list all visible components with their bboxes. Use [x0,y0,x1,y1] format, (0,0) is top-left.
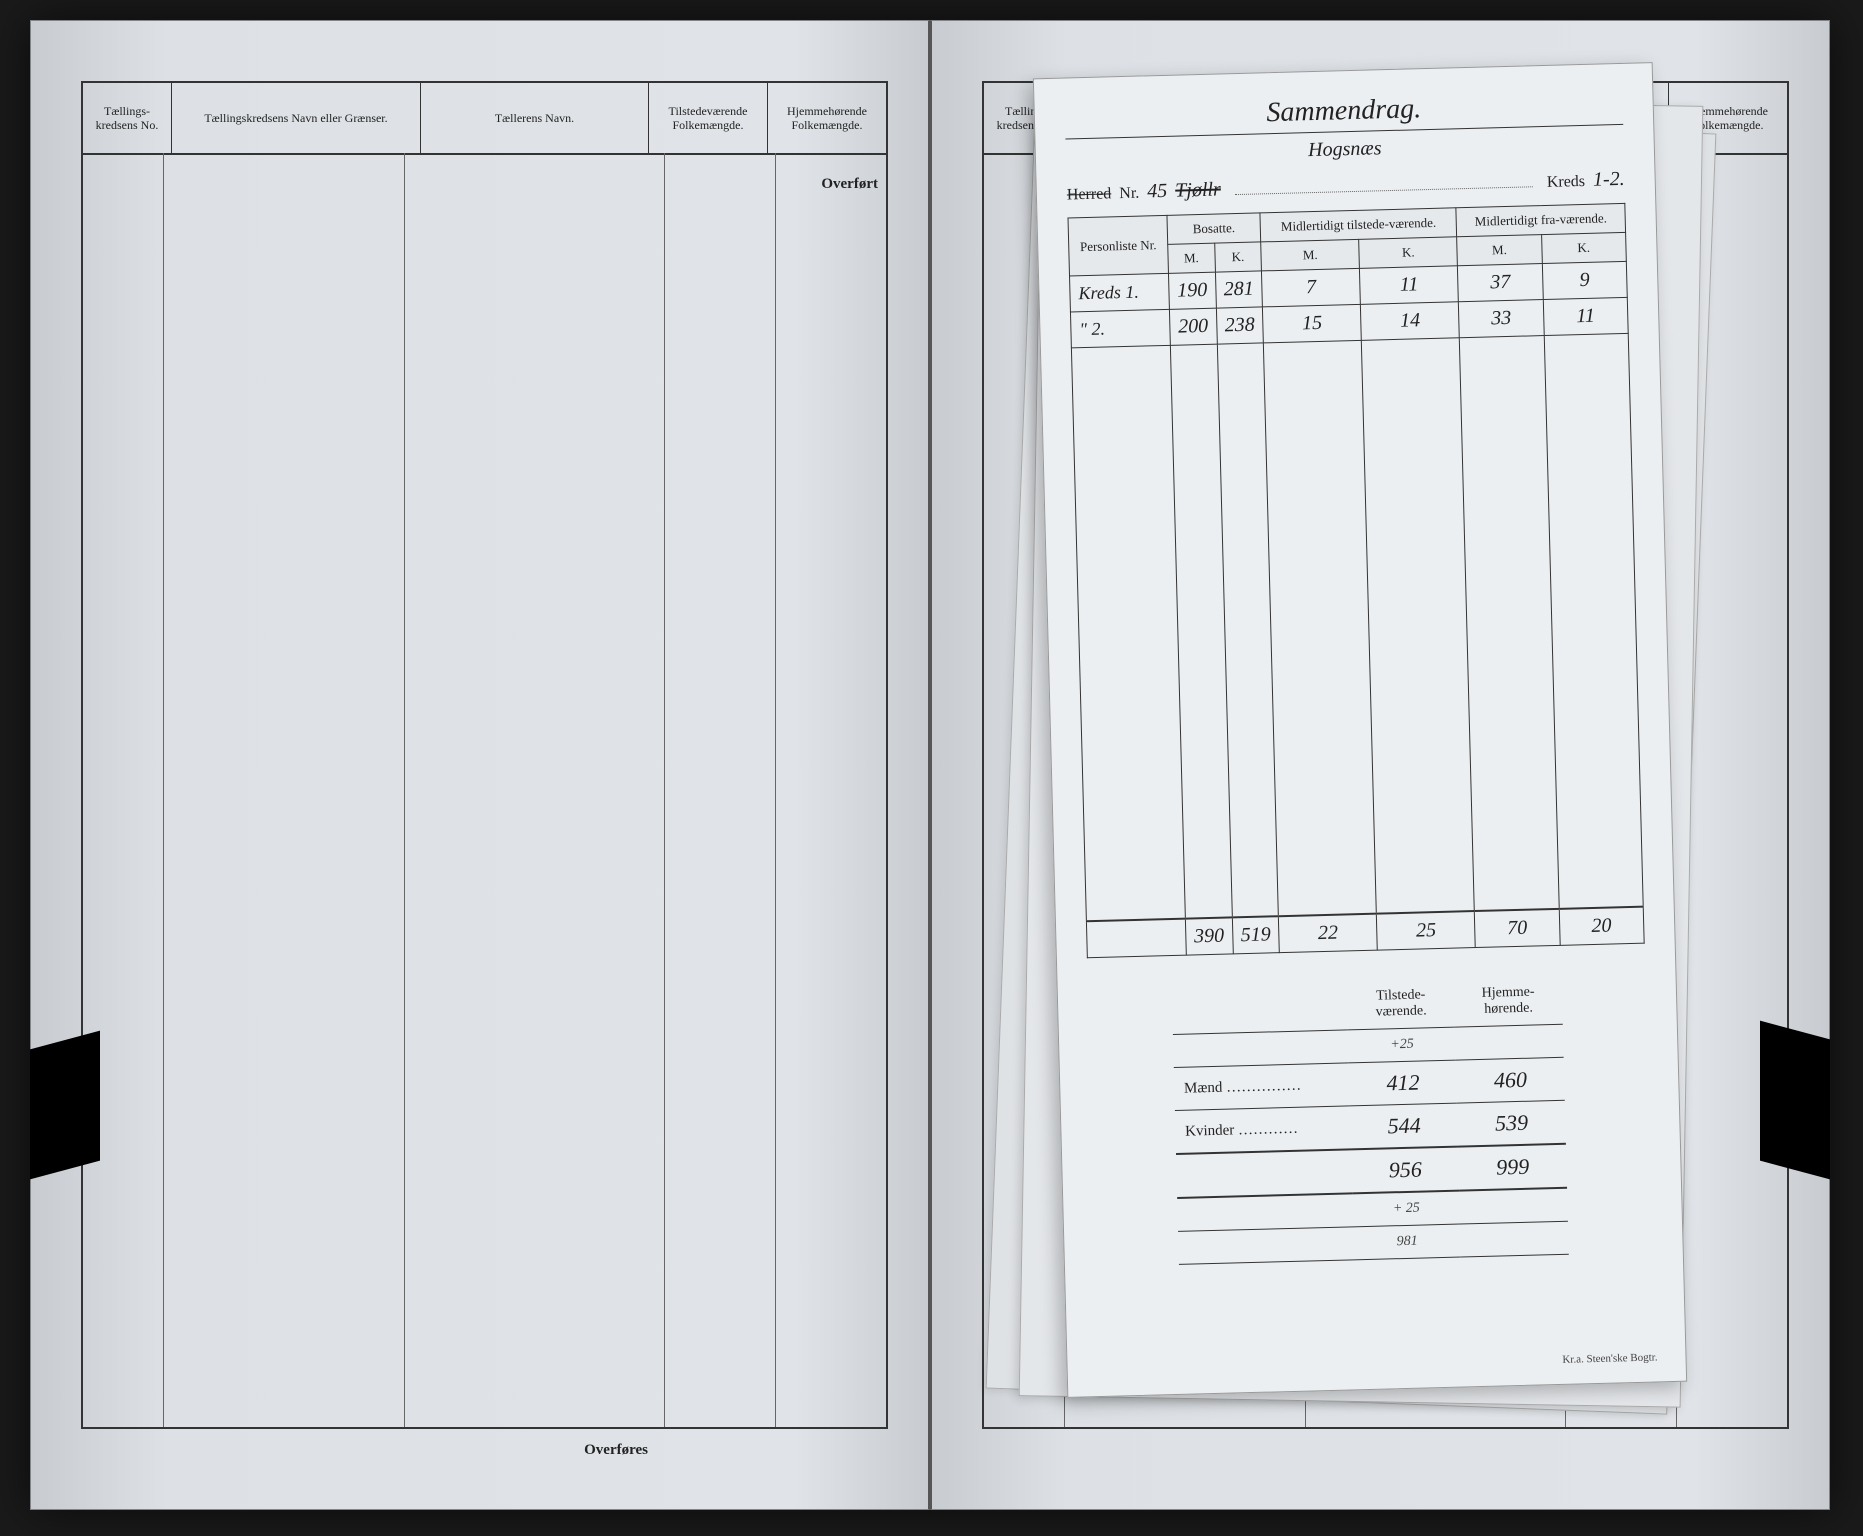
adj: +25 [1348,1027,1455,1063]
overfores-label: Overføres [584,1442,648,1459]
cell: 200 [1169,308,1217,345]
hdr-col2: Tællingskredsens Navn eller Grænser. [172,83,421,153]
th-bosatte: Bosatte. [1167,213,1261,244]
bt-label: Mænd …………… [1173,1063,1350,1111]
hdr-col5: Hjemmehørende Folkemængde. [768,83,886,153]
th-fm: M. [1457,235,1542,266]
empty-rows [1071,333,1643,921]
binder-clip-left [30,1031,100,1180]
summary-title: Sammendrag. [1064,88,1623,140]
bt-v1: 544 [1350,1103,1458,1149]
adj2: + 25 [1353,1191,1461,1227]
cell: 33 [1459,300,1544,338]
th-bk: K. [1214,242,1261,272]
binder-clip-right [1760,1021,1830,1180]
herred-label: Herred [1067,185,1112,204]
cell: 9 [1542,261,1627,299]
total-tk: 25 [1377,911,1476,950]
left-page: Tællings-kredsens No. Tællingskredsens N… [30,20,930,1510]
cell: 11 [1543,297,1628,335]
row-label: Kreds 1. [1070,273,1170,312]
th-tk: K. [1359,237,1458,269]
final: 981 [1353,1224,1460,1260]
bt-h1: Tilstede-værende. [1347,979,1455,1030]
bt-h2: Hjemme-hørende. [1454,976,1563,1027]
cell: 11 [1360,266,1459,305]
hdr-col3: Tællerens Navn. [421,83,649,153]
cell: 7 [1262,268,1361,307]
main-table: Personliste Nr. Bosatte. Midlertidigt ti… [1067,203,1644,958]
bt-v2: 460 [1456,1057,1565,1103]
overfort-label: Overført [821,176,878,193]
kreds-value: 1-2. [1593,168,1625,192]
summary-sheet: Sammendrag. Hogsnæs Herred Nr. 45 Tjøllr… [1033,62,1687,1398]
th-personliste: Personliste Nr. [1068,215,1168,276]
nr-value: 45 [1147,180,1168,204]
hdr-col4: Tilstedeværende Folkemængde. [649,83,768,153]
cell: 190 [1168,272,1216,309]
bt-v2: 539 [1457,1100,1566,1146]
printer-mark: Kr.a. Steen'ske Bogtr. [1562,1351,1657,1365]
th-midl-fra: Midlertidigt fra-værende. [1456,203,1625,236]
hdr-col1: Tællings-kredsens No. [83,83,172,153]
total-fm: 70 [1475,909,1560,948]
left-ledger-header: Tællings-kredsens No. Tællingskredsens N… [83,83,886,155]
kreds-label: Kreds [1547,173,1586,192]
total-fk: 20 [1559,907,1644,946]
total-bk: 519 [1232,916,1280,954]
total-tm: 22 [1279,914,1378,953]
total-bm: 390 [1185,917,1233,955]
struck-name: Tjøllr [1175,178,1221,202]
left-ledger-body [83,153,886,1427]
row-label: " 2. [1070,309,1170,348]
th-fk: K. [1541,232,1626,263]
th-bm: M. [1168,243,1215,273]
nr-line: Herred Nr. 45 Tjøllr Kreds 1-2. [1067,168,1625,206]
grand-v2: 999 [1458,1144,1567,1191]
cell: 281 [1215,271,1263,308]
cell: 37 [1458,264,1543,302]
th-tm: M. [1261,239,1360,271]
cell: 15 [1263,304,1362,343]
cell: 238 [1216,307,1264,344]
left-ledger-frame: Tællings-kredsens No. Tællingskredsens N… [81,81,888,1429]
bt-v1: 412 [1349,1060,1457,1106]
bottom-table: Tilstede-værende. Hjemme-hørende. +25 Mæ… [1171,976,1569,1265]
nr-label: Nr. [1119,185,1139,204]
bt-label: Kvinder ………… [1175,1106,1352,1154]
cell: 14 [1361,302,1460,341]
grand-v1: 956 [1351,1147,1459,1194]
